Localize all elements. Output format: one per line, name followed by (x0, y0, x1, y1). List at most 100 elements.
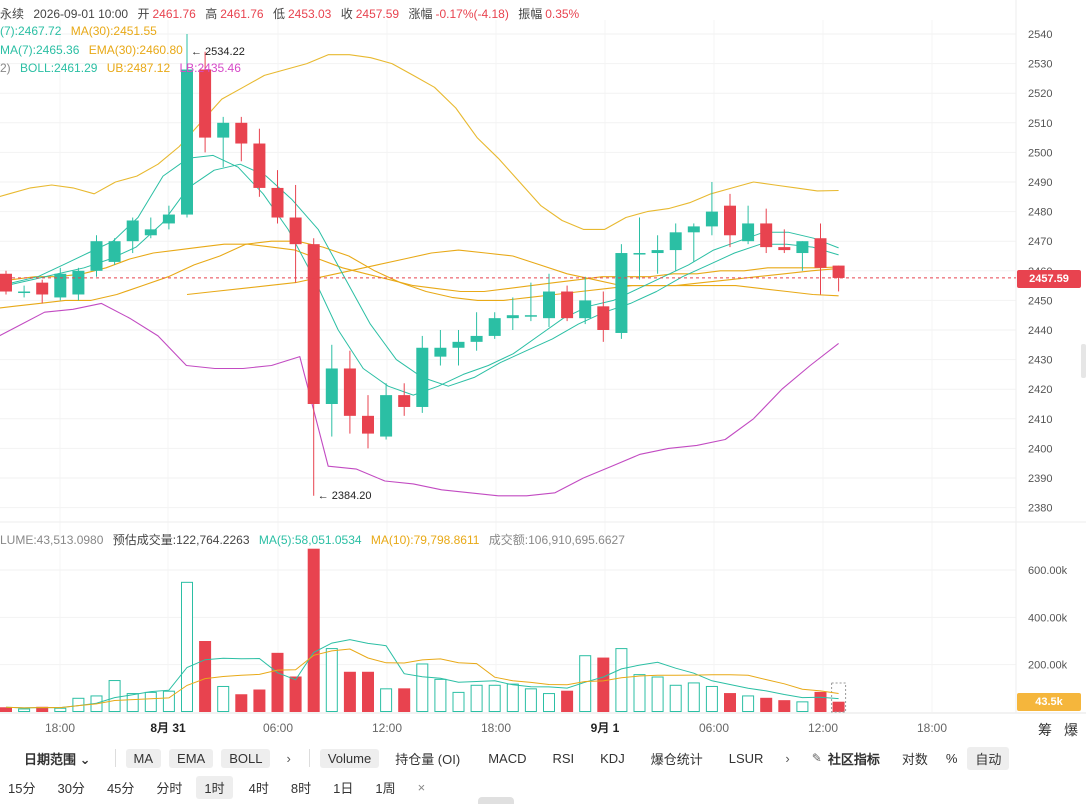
volume-bar (814, 691, 827, 712)
ema-chip[interactable]: EMA (169, 748, 214, 768)
interval-1w[interactable]: 1周 (375, 780, 396, 796)
log-scale-toggle[interactable]: 对数 (901, 751, 928, 767)
candle-body (126, 220, 139, 242)
chip-icon-button[interactable]: 筹 (1038, 722, 1052, 738)
interval-1d[interactable]: 1日 (333, 780, 354, 796)
candle-body (561, 291, 574, 319)
volume-bar (687, 682, 700, 713)
lsur-indicator-tab[interactable]: LSUR (728, 750, 764, 766)
interval-8h[interactable]: 8时 (290, 780, 312, 796)
candle-body (742, 223, 755, 242)
close-value: 2457.59 (355, 7, 400, 21)
candle-body (760, 223, 773, 248)
candle-body (18, 291, 31, 294)
liquidation-stats-tab[interactable]: 爆仓统计 (650, 751, 703, 767)
boll-upper-line (0, 54, 839, 230)
estimated-volume-bar (831, 682, 847, 713)
volume-bar (524, 688, 537, 712)
candle-body (705, 211, 718, 227)
candle-body (108, 241, 121, 262)
volume-bar (181, 581, 193, 712)
candle-body (832, 265, 845, 278)
ma-chip[interactable]: MA (125, 748, 162, 768)
kdj-indicator-tab[interactable]: KDJ (600, 750, 625, 766)
volume-indicator-tab[interactable]: Volume (319, 748, 380, 768)
axis-labels: 2540253025202510250024902480247024602450… (45, 29, 1068, 735)
interval-30m[interactable]: 30分 (57, 780, 85, 796)
rsi-indicator-tab[interactable]: RSI (552, 750, 575, 766)
open-value: 2461.76 (152, 7, 196, 21)
percent-scale-toggle[interactable]: % (945, 750, 958, 766)
volume-bar (217, 685, 230, 713)
volume-tick-label: 200.00k (1028, 660, 1068, 672)
candle-body (579, 300, 592, 319)
drag-handle[interactable] (478, 797, 514, 804)
ema30-value: EMA(30):2460.80 (88, 43, 183, 57)
volume-bar (778, 700, 791, 712)
time-tick-label: 18:00 (481, 721, 511, 735)
community-indicators-button[interactable]: 社区指标 (827, 751, 880, 767)
divider (114, 749, 116, 767)
volume-bar (271, 652, 284, 712)
volume-bar (669, 684, 682, 712)
volume-bar (434, 678, 447, 712)
interval-45m[interactable]: 45分 (106, 780, 135, 796)
volume-bar (832, 701, 845, 712)
volume-bar (199, 641, 212, 712)
chevron-right-icon[interactable]: › (286, 750, 291, 766)
open-label: 开 (137, 7, 150, 21)
volume-bar (0, 707, 12, 712)
price-axis-handle (1081, 344, 1086, 378)
close-icon[interactable]: × (417, 779, 426, 795)
est-volume-value: 预估成交量:122,764.2263 (112, 533, 250, 547)
boll-chip[interactable]: BOLL (221, 748, 271, 768)
high-value: 2461.76 (220, 7, 264, 21)
volume-bar (380, 688, 393, 712)
interval-1h[interactable]: 1时 (196, 775, 233, 799)
candle-body (434, 347, 447, 357)
oi-indicator-tab[interactable]: 持仓量 (OI) (395, 751, 461, 767)
candle-body (72, 270, 85, 295)
candle-body (524, 315, 537, 317)
candle-datetime: 2026-09-01 10:00 (33, 7, 129, 21)
high-price-annotation: ← 2534.22 (191, 46, 245, 58)
indicator-toolbar: 日期范围 ⌄ MA EMA BOLL › Volume 持仓量 (OI) MAC… (0, 744, 1086, 772)
volume-bar (398, 688, 411, 712)
candle-body (199, 69, 212, 138)
volume-bar (705, 685, 718, 713)
volume-bar (162, 690, 175, 713)
time-tick-label: 06:00 (263, 721, 293, 735)
symbol-suffix: 永续 (0, 7, 25, 21)
price-tick-label: 2480 (1028, 207, 1052, 219)
volume-tick-label: 600.00k (1028, 565, 1068, 577)
high-label: 高 (205, 7, 218, 21)
candle-body (814, 238, 827, 268)
candle-body (325, 368, 338, 404)
price-tick-label: 2390 (1028, 473, 1052, 485)
ma7-value: (7):2467.72 (0, 24, 62, 38)
current-price-tag: 2457.59 (1017, 270, 1081, 288)
candle-body (796, 241, 809, 254)
liquidation-icon-button[interactable]: 爆 (1064, 722, 1078, 738)
price-tick-label: 2500 (1028, 147, 1052, 159)
interval-15m[interactable]: 15分 (8, 780, 36, 796)
interval-4h[interactable]: 4时 (248, 780, 269, 796)
candle-body (615, 253, 628, 333)
boll-params: 2) (0, 61, 11, 75)
chevron-right-icon[interactable]: › (785, 750, 790, 766)
chevron-down-icon: ⌄ (79, 751, 91, 767)
price-tick-label: 2400 (1028, 443, 1052, 455)
auto-scale-toggle[interactable]: 自动 (967, 746, 1010, 770)
price-tick-label: 2470 (1028, 236, 1052, 248)
interval-timeline[interactable]: 分时 (156, 780, 183, 796)
candle-body (162, 214, 175, 224)
volume-bar (36, 706, 49, 712)
candle-body (778, 247, 791, 251)
date-range-button[interactable]: 日期范围 ⌄ (16, 747, 99, 770)
candle-body (506, 315, 519, 319)
macd-indicator-tab[interactable]: MACD (488, 750, 527, 766)
ma30-value: MA(30):2451.55 (70, 24, 157, 38)
price-chart[interactable]: 2540253025202510250024902480247024602450… (0, 0, 1086, 740)
time-tick-label: 18:00 (917, 721, 947, 735)
edit-icon[interactable]: ✎ (811, 751, 822, 765)
